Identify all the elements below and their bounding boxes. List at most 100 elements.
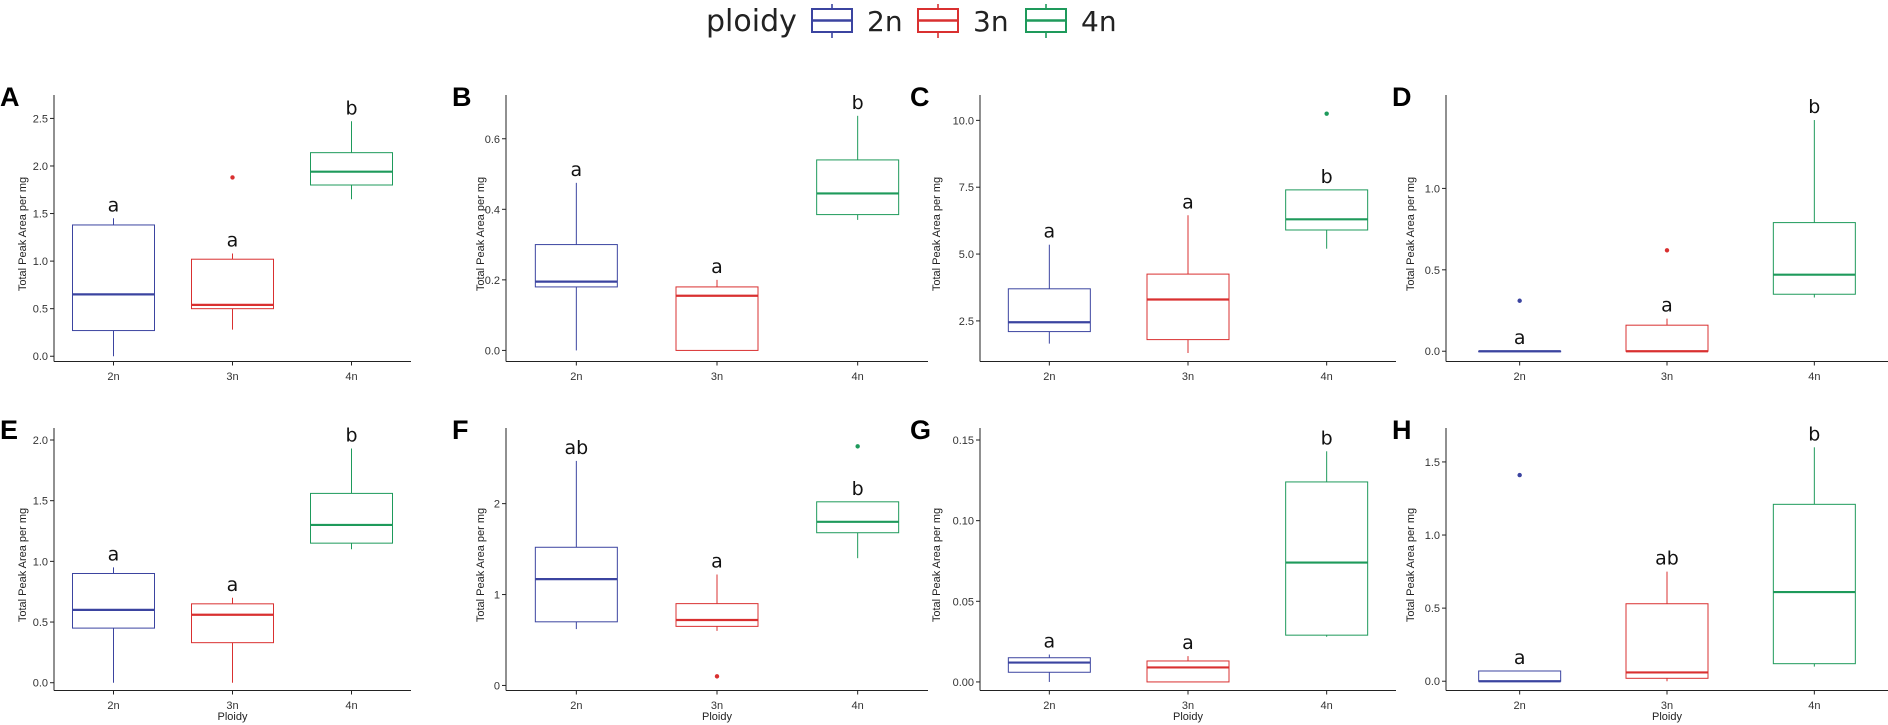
significance-letter: a [1514, 327, 1526, 349]
box-4n: b [1772, 96, 1856, 298]
x-tick-label-4n: 4n [1808, 371, 1820, 383]
box-iqr [310, 152, 393, 186]
y-axis-title: Total Peak Area per mg [475, 508, 487, 622]
y-tick-label: 0.0 [33, 678, 48, 690]
x-tick-label-4n: 4n [852, 700, 864, 712]
significance-letter: b [852, 478, 864, 500]
y-tick-label: 2.0 [33, 435, 48, 447]
box-4n: b [1285, 427, 1369, 637]
x-tick-label-2n: 2n [1043, 371, 1055, 383]
panel-label-H: H [1392, 415, 1412, 445]
box-2n: a [534, 159, 618, 351]
x-tick-label-3n: 3n [711, 700, 723, 712]
x-tick-label-2n: 2n [1514, 371, 1526, 383]
y-tick-label: 0.2 [485, 275, 500, 287]
x-tick-label-2n: 2n [107, 700, 119, 712]
y-tick-label: 1.0 [1425, 530, 1440, 542]
outlier-point [1517, 472, 1522, 478]
x-tick-label-2n: 2n [1514, 700, 1526, 712]
box-iqr [1285, 481, 1369, 636]
significance-letter: a [1514, 647, 1526, 669]
box-iqr [310, 492, 393, 544]
legend-title: ploidy [706, 4, 797, 39]
significance-letter: b [1808, 423, 1820, 445]
box-4n: b [816, 92, 900, 220]
y-axis-title: Total Peak Area per mg [931, 177, 943, 291]
panel-H: H 0.0 0.5 1.0 1.5 Total Peak Area per mg 2n 3n 4… [1392, 415, 1888, 723]
significance-letter: a [711, 551, 723, 573]
box-3n: a [675, 256, 759, 351]
x-tick-label-4n: 4n [852, 371, 864, 383]
y-tick-label: 1.0 [1425, 183, 1440, 195]
y-axis-title: Total Peak Area per mg [931, 508, 943, 622]
panel-label-D: D [1392, 82, 1412, 112]
y-tick-label: 1 [494, 590, 500, 602]
significance-letter: a [1044, 221, 1056, 243]
significance-letter: a [1182, 191, 1194, 213]
significance-letter: b [1321, 427, 1333, 449]
box-iqr [1625, 324, 1709, 352]
significance-letter: b [345, 97, 357, 119]
box-4n: b [816, 444, 900, 559]
box-iqr [72, 572, 155, 629]
panel-label-G: G [910, 415, 931, 445]
outlier-point [714, 674, 720, 679]
y-tick-label: 1.0 [33, 256, 48, 268]
box-4n: b [310, 424, 393, 550]
x-tick-label-2n: 2n [570, 371, 582, 383]
x-tick-label-3n: 3n [1182, 700, 1194, 712]
panel-label-A: A [0, 82, 20, 112]
y-tick-label: 0.5 [33, 304, 48, 316]
y-axis-title: Total Peak Area per mg [1405, 177, 1417, 291]
y-tick-label: 0.10 [953, 516, 974, 528]
significance-letter: b [345, 424, 357, 446]
box-iqr [816, 501, 900, 534]
x-tick-label-2n: 2n [107, 371, 119, 383]
x-tick-label-3n: 3n [1661, 371, 1673, 383]
box-3n: a [191, 175, 274, 330]
box-3n: a [1625, 248, 1709, 353]
box-iqr [675, 286, 759, 351]
y-tick-label: 0.5 [1425, 603, 1440, 615]
y-tick-label: 0.00 [953, 677, 974, 689]
x-tick-label-3n: 3n [711, 371, 723, 383]
y-axis-title: Total Peak Area per mg [17, 508, 29, 622]
significance-letter: a [227, 230, 239, 252]
box-iqr [816, 159, 900, 216]
box-2n: a [1007, 221, 1091, 344]
significance-letter: a [711, 256, 723, 278]
significance-letter: b [1321, 166, 1333, 188]
y-tick-label: 0.0 [485, 345, 500, 357]
y-tick-label: 0.0 [1425, 346, 1440, 358]
y-tick-label: 0.6 [485, 134, 500, 146]
panel-B: B 0.0 0.2 0.4 0.6 Total Peak Area per mg 2n 3n 4… [452, 82, 928, 383]
significance-letter: a [227, 574, 239, 596]
panel-label-B: B [452, 82, 472, 112]
x-tick-label-3n: 3n [1182, 371, 1194, 383]
y-axis-title: Total Peak Area per mg [475, 177, 487, 291]
box-iqr [1007, 288, 1091, 333]
outlier-point [1517, 298, 1522, 303]
x-tick-label-3n: 3n [226, 700, 238, 712]
x-tick-label-3n: 3n [1661, 700, 1673, 712]
x-tick-label-4n: 4n [1321, 371, 1333, 383]
box-iqr [1007, 657, 1091, 673]
box-iqr [191, 258, 274, 310]
y-tick-label: 0.0 [1425, 676, 1440, 688]
x-axis-title: Ploidy [218, 711, 248, 723]
outlier-point [855, 444, 860, 449]
panel-D: D 0.0 0.5 1.0 Total Peak Area per mg 2n 3n 4n a a… [1392, 82, 1888, 383]
significance-letter: a [1661, 295, 1673, 317]
y-tick-label: 0.0 [33, 351, 48, 363]
x-axis-title: Ploidy [1173, 711, 1203, 723]
panel-C: C 2.5 5.0 7.5 10.0 Total Peak Area per mg 2n 3n… [910, 82, 1396, 383]
box-iqr [1478, 670, 1562, 682]
box-2n: a [72, 194, 155, 357]
y-tick-label: 2.5 [959, 316, 974, 328]
box-4n: b [1285, 111, 1369, 249]
x-tick-label-2n: 2n [1043, 700, 1055, 712]
legend-label-2n: 2n [867, 5, 903, 38]
legend: ploidy 2n 3n 4n [706, 4, 1117, 39]
panel-label-E: E [0, 415, 18, 445]
